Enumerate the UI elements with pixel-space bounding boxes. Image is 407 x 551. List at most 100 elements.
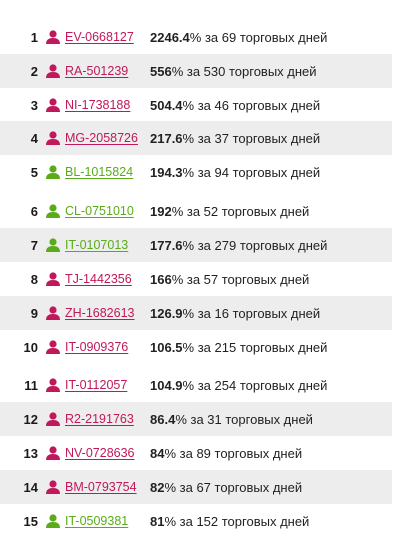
user-icon	[44, 164, 62, 180]
return-stat: 86.4% за 31 торговых дней	[150, 412, 313, 427]
rank-number: 15	[23, 513, 38, 529]
list-item: 11 IT-0112057 104.9% за 254 торговых дней	[0, 368, 392, 402]
account-link[interactable]: EV-0668127	[65, 30, 134, 44]
account-link[interactable]: R2-2191763	[65, 412, 134, 426]
trading-days-text: за 16 торговых дней	[194, 305, 321, 321]
list-item: 4 MG-2058726 217.6% за 37 торговых дней	[0, 121, 392, 155]
user-icon	[44, 411, 62, 427]
percent-sign: %	[182, 377, 195, 393]
user-icon	[44, 305, 62, 321]
rank-number: 2	[30, 63, 38, 79]
account-link[interactable]: BM-0793754	[65, 480, 137, 494]
return-stat: 104.9% за 254 торговых дней	[150, 378, 327, 393]
percent-sign: %	[164, 445, 177, 461]
percent-sign: %	[164, 479, 177, 495]
return-percent: 556	[150, 63, 172, 79]
percent-sign: %	[171, 63, 184, 79]
rank-number: 1	[30, 29, 38, 45]
return-percent: 504.4	[150, 97, 183, 113]
percent-sign: %	[164, 513, 177, 529]
account-link[interactable]: IT-0909376	[65, 340, 129, 354]
return-stat: 106.5% за 215 торговых дней	[150, 340, 327, 355]
list-item: 13 NV-0728636 84% за 89 торговых дней	[0, 436, 392, 470]
rank-number: 10	[23, 339, 38, 355]
return-percent: 106.5	[150, 339, 183, 355]
rank-number: 6	[30, 203, 38, 219]
return-stat: 192% за 52 торговых дней	[150, 204, 309, 219]
return-stat: 177.6% за 279 торговых дней	[150, 238, 327, 253]
trading-days-text: за 254 торговых дней	[194, 377, 328, 393]
account-link[interactable]: IT-0107013	[65, 238, 129, 252]
account-link[interactable]: IT-0509381	[65, 514, 129, 528]
percent-sign: %	[171, 271, 184, 287]
user-icon	[44, 271, 62, 287]
account-link[interactable]: CL-0751010	[65, 204, 134, 218]
user-icon	[44, 130, 62, 146]
list-item: 5 BL-1015824 194.3% за 94 торговых дней	[0, 155, 392, 189]
account-link[interactable]: NV-0728636	[65, 446, 135, 460]
list-item: 8 TJ-1442356 166% за 57 торговых дней	[0, 262, 392, 296]
user-icon	[44, 339, 62, 355]
trading-days-text: за 530 торговых дней	[183, 63, 317, 79]
list-item: 6 CL-0751010 192% за 52 торговых дней	[0, 194, 392, 228]
account-link[interactable]: NI-1738188	[65, 98, 131, 112]
trading-days-text: за 279 торговых дней	[194, 237, 328, 253]
return-percent: 82	[150, 479, 165, 495]
return-stat: 84% за 89 торговых дней	[150, 446, 302, 461]
percent-sign: %	[182, 339, 195, 355]
percent-sign: %	[182, 130, 195, 146]
account-link[interactable]: MG-2058726	[65, 131, 138, 145]
return-percent: 81	[150, 513, 165, 529]
rank-number: 12	[23, 411, 38, 427]
return-stat: 126.9% за 16 торговых дней	[150, 306, 320, 321]
user-icon	[44, 63, 62, 79]
user-icon	[44, 513, 62, 529]
rank-number: 14	[23, 479, 38, 495]
percent-sign: %	[182, 97, 195, 113]
rank-number: 4	[30, 130, 38, 146]
return-percent: 86.4	[150, 411, 176, 427]
list-item: 9 ZH-1682613 126.9% за 16 торговых дней	[0, 296, 392, 330]
account-link[interactable]: IT-0112057	[65, 378, 128, 392]
return-percent: 84	[150, 445, 165, 461]
rank-number: 3	[30, 97, 38, 113]
list-item: 15 IT-0509381 81% за 152 торговых дней	[0, 504, 392, 538]
return-percent: 192	[150, 203, 172, 219]
return-percent: 104.9	[150, 377, 183, 393]
account-link[interactable]: TJ-1442356	[65, 272, 132, 286]
return-stat: 2246.4% за 69 торговых дней	[150, 30, 327, 45]
rank-number: 9	[30, 305, 38, 321]
list-item: 12 R2-2191763 86.4% за 31 торговых дней	[0, 402, 392, 436]
percent-sign: %	[182, 164, 195, 180]
return-percent: 194.3	[150, 164, 183, 180]
trading-days-text: за 46 торговых дней	[194, 97, 321, 113]
user-icon	[44, 97, 62, 113]
trading-days-text: за 37 торговых дней	[194, 130, 321, 146]
return-stat: 556% за 530 торговых дней	[150, 64, 317, 79]
trading-days-text: за 57 торговых дней	[183, 271, 310, 287]
account-link[interactable]: RA-501239	[65, 64, 129, 78]
user-icon	[44, 29, 62, 45]
rank-number: 13	[23, 445, 38, 461]
return-percent: 2246.4	[150, 29, 190, 45]
trading-days-text: за 94 торговых дней	[194, 164, 321, 180]
percent-sign: %	[182, 237, 195, 253]
rank-number: 7	[30, 237, 38, 253]
user-icon	[44, 203, 62, 219]
return-stat: 81% за 152 торговых дней	[150, 514, 309, 529]
trading-days-text: за 31 торговых дней	[186, 411, 313, 427]
user-icon	[44, 479, 62, 495]
list-item: 14 BM-0793754 82% за 67 торговых дней	[0, 470, 392, 504]
return-percent: 177.6	[150, 237, 183, 253]
percent-sign: %	[189, 29, 202, 45]
account-link[interactable]: BL-1015824	[65, 165, 134, 179]
rank-number: 5	[30, 164, 38, 180]
percent-sign: %	[182, 305, 195, 321]
list-item: 1 EV-0668127 2246.4% за 69 торговых дней	[0, 20, 392, 54]
account-link[interactable]: ZH-1682613	[65, 306, 135, 320]
trading-days-text: за 152 торговых дней	[176, 513, 310, 529]
percent-sign: %	[171, 203, 184, 219]
trading-days-text: за 215 торговых дней	[194, 339, 328, 355]
trading-days-text: за 69 торговых дней	[201, 29, 328, 45]
